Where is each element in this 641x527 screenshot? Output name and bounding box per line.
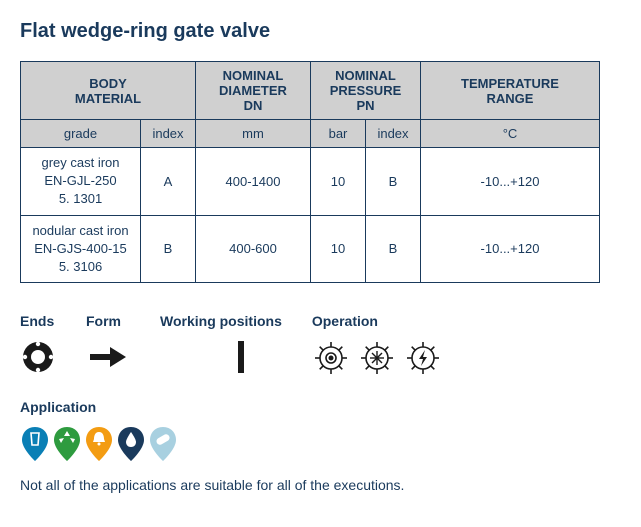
cell-index2: B [366,215,421,283]
app-pin-drop-icon [116,425,146,463]
cell-mm: 400-1400 [196,148,311,216]
app-pin-bell-icon [84,425,114,463]
vertical-line-icon [235,339,247,375]
cell-grade: nodular cast iron EN-GJS-400-15 5. 3106 [21,215,141,283]
application-section: Application [20,399,621,463]
gear-target-icon [312,339,350,377]
table-row: nodular cast iron EN-GJS-400-15 5. 3106 … [21,215,600,283]
label-form: Form [86,313,121,329]
flange-icon [20,339,56,375]
header-temperature-range: TEMPERATURE RANGE [421,62,600,120]
subheader-mm: mm [196,120,311,148]
cell-index2: B [366,148,421,216]
cell-bar: 10 [311,215,366,283]
icon-row: Ends Form Working positions [20,313,621,377]
footnote: Not all of the applications are suitable… [20,477,621,493]
subheader-index2: index [366,120,421,148]
cell-celsius: -10...+120 [421,148,600,216]
spec-table: BODY MATERIAL NOMINAL DIAMETER DN NOMINA… [20,61,600,283]
label-operation: Operation [312,313,378,329]
table-row: grey cast iron EN-GJL-250 5. 1301 A 400-… [21,148,600,216]
cell-mm: 400-600 [196,215,311,283]
app-pin-recycle-icon [52,425,82,463]
cell-index1: A [141,148,196,216]
app-pin-pill-icon [148,425,178,463]
gear-snowflake-icon [358,339,396,377]
cell-celsius: -10...+120 [421,215,600,283]
page-title: Flat wedge-ring gate valve [20,20,621,43]
header-nominal-diameter: NOMINAL DIAMETER DN [196,62,311,120]
arrow-right-icon [86,339,130,375]
header-nominal-pressure: NOMINAL PRESSURE PN [311,62,421,120]
subheader-grade: grade [21,120,141,148]
label-application: Application [20,399,96,415]
cell-index1: B [141,215,196,283]
subheader-bar: bar [311,120,366,148]
gear-bolt-icon [404,339,442,377]
app-pin-glass-icon [20,425,50,463]
subheader-celsius: °C [421,120,600,148]
cell-bar: 10 [311,148,366,216]
header-body-material: BODY MATERIAL [21,62,196,120]
subheader-index1: index [141,120,196,148]
label-ends: Ends [20,313,54,329]
label-working-positions: Working positions [160,313,282,329]
cell-grade: grey cast iron EN-GJL-250 5. 1301 [21,148,141,216]
